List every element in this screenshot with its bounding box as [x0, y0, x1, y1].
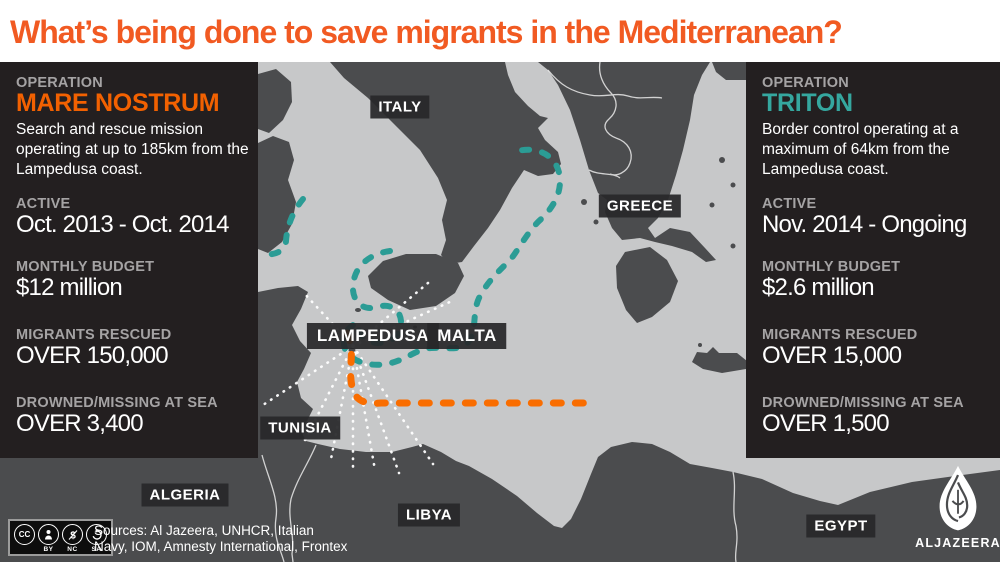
no-dollar-icon: $: [68, 529, 77, 541]
operation-name-triton: TRITON: [762, 89, 853, 117]
page-title: What’s being done to save migrants in th…: [10, 13, 843, 50]
person-icon: [45, 530, 52, 540]
island-aegean-5: [698, 343, 702, 347]
budget-value: $12 million: [16, 274, 123, 301]
island-pantelleria: [355, 308, 361, 312]
cc-sa-label: SA: [91, 546, 102, 553]
cc-attribution-icon: [38, 524, 59, 545]
operation-name-mare-nostrum: MARE NOSTRUM: [16, 89, 220, 117]
active-value: Nov. 2014 - Ongoing: [762, 211, 967, 238]
border-tunisia-libya: [289, 444, 317, 562]
rescued-label: MIGRANTS RESCUED: [16, 327, 172, 343]
border-tunisia-algeria: [261, 454, 285, 562]
drowned-label: DROWNED/MISSING AT SEA: [762, 395, 964, 411]
landmasses: [0, 62, 1000, 562]
land-north-africa: [0, 286, 1000, 562]
country-borders: [261, 62, 738, 562]
cc-sa-cell: SA: [86, 524, 107, 553]
land-sardinia: [258, 136, 296, 253]
map-label-libya: LIBYA: [397, 503, 461, 527]
rescued-value: OVER 150,000: [16, 342, 169, 369]
cc-license-cell: CC: [14, 524, 35, 553]
land-crete: [692, 347, 747, 373]
sources-text: Sources: Al Jazeera, UNHCR, Italian Navy…: [94, 523, 347, 555]
migrant-route-10: [351, 344, 435, 466]
land-turkey: [712, 62, 746, 80]
operation-description: Search and rescue mission operating at u…: [16, 121, 249, 178]
island-aegean-1: [719, 157, 725, 163]
land-balkans-greece: [538, 62, 716, 262]
migrant-route-9: [351, 344, 401, 475]
active-label: ACTIVE: [762, 196, 817, 212]
budget-label: MONTHLY BUDGET: [762, 259, 901, 275]
border-balkans-3: [609, 137, 632, 176]
rescued-value: OVER 15,000: [762, 342, 902, 369]
cc-icon: CC: [14, 524, 35, 545]
land-peloponnese: [616, 247, 678, 323]
operation-description: Border control operating at a maximum of…: [762, 121, 959, 178]
border-balkans-1: [547, 69, 663, 99]
operation-label: OPERATION: [16, 75, 103, 91]
panel-mare-nostrum: OPERATION MARE NOSTRUM Search and rescue…: [0, 62, 258, 458]
triton-route-sardinia: [259, 196, 306, 258]
island-aegean-4: [730, 243, 736, 249]
border-libya-egypt: [732, 471, 738, 562]
cc-sub-spacer: [23, 546, 25, 553]
drowned-label: DROWNED/MISSING AT SEA: [16, 395, 218, 411]
triton-route: [259, 146, 564, 368]
rescued-label: MIGRANTS RESCUED: [762, 327, 918, 343]
land-sicily: [368, 254, 464, 310]
aljazeera-logo: ALJAZEERA: [915, 464, 1000, 550]
cc-by-cell: BY: [38, 524, 59, 553]
budget-value: $2.6 million: [762, 274, 875, 301]
border-greece-north: [588, 169, 621, 179]
creative-commons-badge: CC BY $ NC: [8, 519, 113, 556]
svg-text:$: $: [70, 530, 76, 541]
migrant-route-4: [261, 344, 355, 407]
map-label-egypt: EGYPT: [806, 514, 876, 538]
migrant-route-2: [351, 299, 454, 348]
mare-nostrum-route: [343, 329, 600, 407]
panel-triton: OPERATION TRITON Border control operatin…: [746, 62, 1000, 458]
cc-noncommercial-icon: $: [62, 524, 83, 545]
triton-route-main: [340, 146, 564, 368]
island-aegean-3: [709, 202, 715, 208]
aljazeera-flame-icon: [939, 465, 977, 531]
sources-line-2: Navy, IOM, Amnesty International, Fronte…: [94, 539, 348, 554]
migrant-route-8: [351, 344, 377, 472]
map-label-malta: MALTA: [427, 323, 507, 349]
land-corsica: [258, 69, 292, 133]
cc-nc-cell: $ NC: [62, 524, 83, 553]
migrant-route-3: [301, 290, 355, 348]
active-value: Oct. 2013 - Oct. 2014: [16, 211, 229, 238]
map-label-algeria: ALGERIA: [141, 483, 229, 507]
circular-arrow-icon: [92, 528, 102, 540]
aljazeera-wordmark: ALJAZEERA: [915, 536, 1000, 550]
active-label: ACTIVE: [16, 196, 71, 212]
sources-line-1: Sources: Al Jazeera, UNHCR, Italian: [94, 523, 314, 538]
border-balkans-2: [598, 62, 617, 139]
cc-nc-label: NC: [67, 546, 78, 553]
cc-by-label: BY: [43, 546, 54, 553]
map-label-italy: ITALY: [370, 95, 430, 119]
island-ionian: [593, 219, 599, 225]
map-label-greece: GREECE: [598, 194, 682, 218]
drowned-value: OVER 3,400: [16, 410, 144, 437]
operation-label: OPERATION: [762, 75, 849, 91]
map-label-tunisia: TUNISIA: [260, 416, 340, 440]
map-label-lampedusa: LAMPEDUSA: [306, 323, 440, 349]
island-lampedusa: [348, 348, 356, 352]
island-aegean-2: [730, 182, 736, 188]
drowned-value: OVER 1,500: [762, 410, 890, 437]
island-corfu: [581, 199, 587, 205]
budget-label: MONTHLY BUDGET: [16, 259, 155, 275]
cc-sharealike-icon: [86, 524, 107, 545]
